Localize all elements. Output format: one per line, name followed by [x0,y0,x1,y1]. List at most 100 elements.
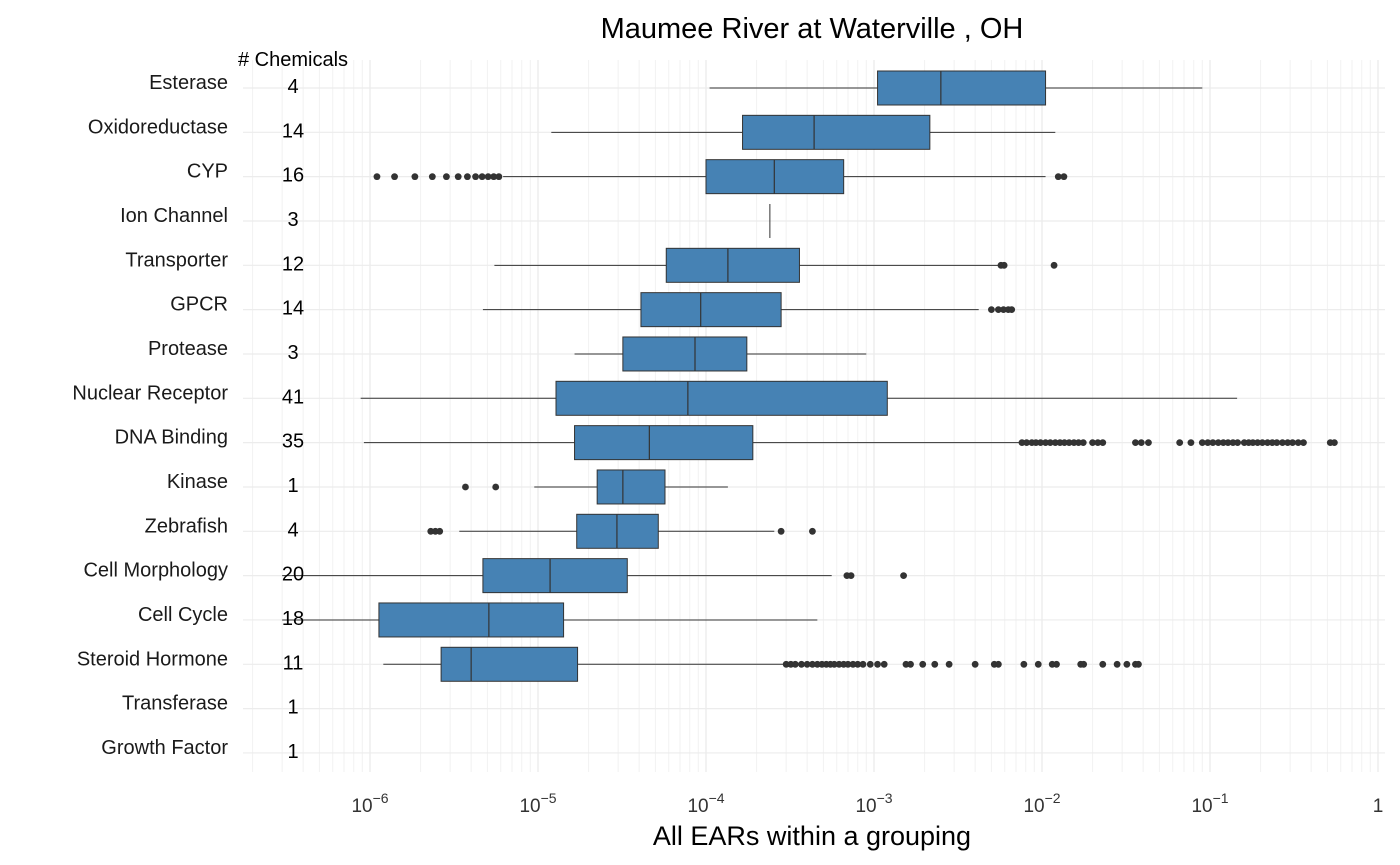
category-label: Transporter [125,249,228,271]
outlier-point [849,660,857,668]
outlier-point [1198,439,1206,447]
outlier-point [988,306,995,314]
outlier-point [1042,439,1049,447]
outlier-point [1023,439,1031,447]
x-tick-label: 10−4 [687,790,724,817]
outlier-point [847,572,855,580]
outlier-point [1279,439,1286,447]
box [877,70,1047,106]
outlier-point [1094,439,1102,447]
outlier-point [1008,306,1016,314]
category-label: Nuclear Receptor [72,382,228,404]
chemical-count: 14 [282,120,304,142]
outlier-point [484,173,492,181]
outlier-point [1209,439,1217,447]
category-label: Zebrafish [145,515,228,537]
outlier-point [1137,439,1145,447]
box [742,114,931,150]
category-label: Transferase [122,693,228,715]
outlier-point [428,173,436,181]
outlier-point [1123,660,1131,668]
box [378,602,565,638]
outlier-point [1300,439,1307,447]
x-axis-title: All EARs within a grouping [653,821,971,851]
outlier-point [1135,660,1142,668]
x-tick-label: 10−2 [1023,790,1060,817]
category-label: Cell Morphology [83,560,228,582]
category-label: Ion Channel [120,205,228,227]
outlier-point [1053,660,1060,668]
outlier-point [1046,439,1054,447]
chemical-count: 14 [282,298,304,320]
outlier-point [1330,439,1338,447]
box [555,380,888,416]
outlier-point [443,173,450,181]
outlier-point [1258,439,1266,447]
outlier-point [859,660,867,668]
outlier-point [900,572,907,580]
outliers [373,173,1338,668]
outlier-point [1099,660,1107,668]
outlier-point [971,660,979,668]
outlier-point [1037,439,1044,447]
outlier-point [803,660,811,668]
outlier-point [1224,439,1232,447]
chemical-count: 3 [287,209,298,231]
outlier-point [907,660,914,668]
outlier-point [1061,439,1068,447]
outlier-point [1273,439,1281,447]
chemical-count: 1 [287,697,298,719]
x-tick-labels: 10−6 10−5 10−4 10−3 10−2 10−1 1 [351,790,1383,817]
box [574,425,754,461]
outlier-point [1187,439,1195,447]
outlier-point [1176,439,1184,447]
outlier-point [1034,660,1042,668]
outlier-point [798,660,805,668]
outlier-point [1000,261,1008,269]
outlier-point [1020,660,1028,668]
outlier-point [462,483,469,491]
outlier-point [391,173,398,181]
x-tick-label: 10−6 [351,790,388,817]
x-tick-label: 10−5 [519,790,556,817]
category-label: Steroid Hormone [77,648,228,670]
category-label: Protease [148,338,228,360]
outlier-point [782,660,790,668]
category-label: Cell Cycle [138,604,228,626]
chemical-count: 11 [283,652,304,674]
chemical-count: 12 [282,253,304,275]
chemical-count: 18 [282,608,304,630]
chemical-count: 1 [287,741,298,763]
outlier-point [411,173,419,181]
x-tick-label: 10−1 [1191,790,1228,817]
outlier-point [854,660,862,668]
outlier-point [1080,660,1088,668]
box [665,247,800,283]
category-label: CYP [187,161,228,183]
box [482,558,628,594]
outlier-point [1284,439,1292,447]
chemical-count: 1 [287,475,298,497]
outlier-point [1289,439,1296,447]
outlier-point [1294,439,1302,447]
outlier-point [1214,439,1222,447]
outlier-point [1099,439,1107,447]
outlier-point [1145,439,1152,447]
box [596,469,666,505]
chemical-count: 4 [287,76,298,98]
outlier-point [1060,173,1068,181]
outlier-point [1234,439,1242,447]
outlier-point [492,483,500,491]
chemical-count: 35 [282,431,304,453]
whiskers [282,87,1238,665]
outlier-point [478,173,486,181]
outlier-point [830,660,838,668]
outlier-point [1051,439,1059,447]
outlier-point [791,660,799,668]
box [640,292,782,328]
chemical-count: 41 [282,386,304,408]
outlier-point [994,306,1002,314]
chemical-count: 20 [282,564,304,586]
outlier-point [1264,439,1271,447]
